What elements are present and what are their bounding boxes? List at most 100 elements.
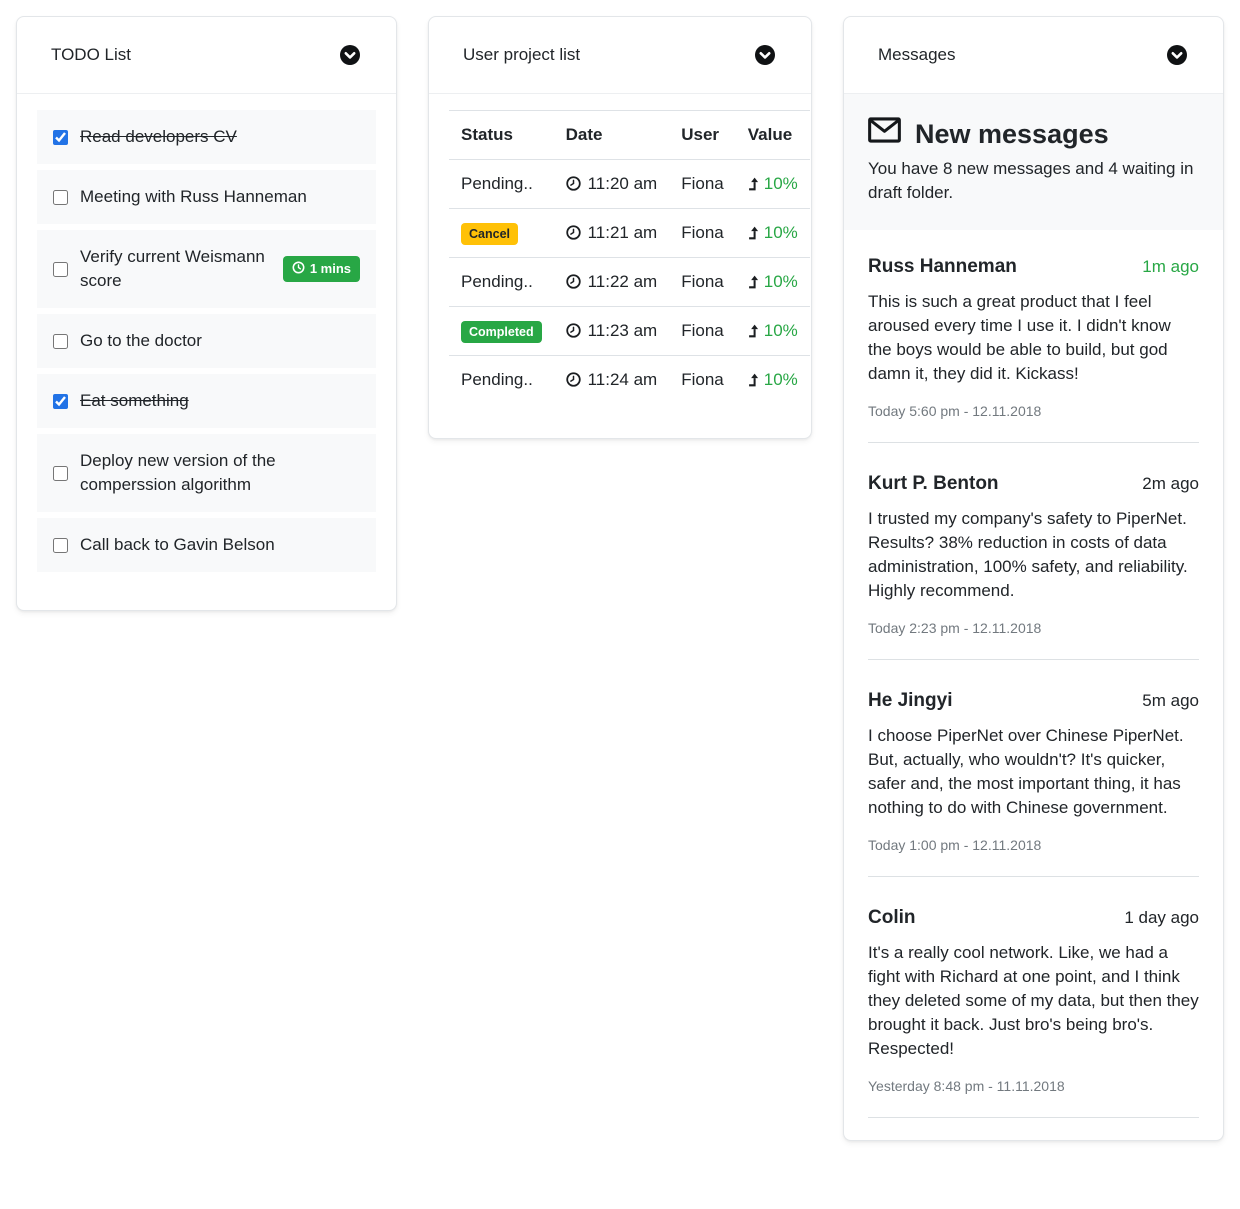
- time-badge-label: 1 mins: [309, 261, 351, 276]
- project-table: Status Date User Value Pending.. 11:20 a…: [449, 110, 810, 404]
- message-item: Colin 1 day ago It's a really cool netwo…: [868, 907, 1199, 1118]
- date-cell: 11:22 am: [553, 257, 670, 307]
- banner-subtext: You have 8 new messages and 4 waiting in…: [868, 159, 1194, 202]
- table-row: Pending.. 11:22 am Fiona 10%: [449, 257, 810, 307]
- level-up-arrow-icon: [748, 223, 764, 242]
- todo-item[interactable]: Eat something: [37, 374, 376, 428]
- message-head: Russ Hanneman 1m ago: [868, 256, 1199, 278]
- column-header-value: Value: [735, 110, 810, 160]
- date-text: 11:21 am: [587, 223, 658, 242]
- value-text: 10%: [763, 370, 798, 389]
- message-timestamp: Today 1:00 pm - 12.11.2018: [868, 837, 1042, 853]
- divider: [868, 1117, 1199, 1118]
- messages-list: Russ Hanneman 1m ago This is such a grea…: [844, 230, 1223, 1118]
- level-up-arrow-icon: [748, 370, 764, 389]
- time-badge: 1 mins: [282, 256, 360, 282]
- message-time-ago: 1m ago: [1142, 257, 1199, 276]
- todo-card: TODO List Read developers CV Meeting wit…: [16, 16, 397, 611]
- todo-item-label: Read developers CV: [80, 127, 237, 146]
- envelope-icon: [868, 117, 901, 150]
- value-cell: 10%: [735, 355, 810, 404]
- level-up-arrow-icon: [748, 174, 764, 193]
- message-item: Russ Hanneman 1m ago This is such a grea…: [868, 256, 1199, 443]
- clock-icon: [565, 223, 588, 242]
- value-text: 10%: [763, 321, 798, 340]
- level-up-arrow-icon: [748, 272, 764, 291]
- user-cell: Fiona: [669, 355, 736, 404]
- todo-checkbox[interactable]: [53, 537, 68, 553]
- table-row: Pending.. 11:24 am Fiona 10%: [449, 355, 810, 404]
- divider: [868, 659, 1199, 660]
- todo-checkbox[interactable]: [53, 393, 68, 409]
- value-text: 10%: [763, 223, 798, 242]
- todo-item[interactable]: Read developers CV: [37, 110, 376, 164]
- todo-item[interactable]: Meeting with Russ Hanneman: [37, 170, 376, 224]
- value-cell: 10%: [735, 257, 810, 307]
- collapse-button[interactable]: [1167, 45, 1187, 65]
- clock-icon: [565, 321, 588, 340]
- message-time-ago: 1 day ago: [1124, 908, 1199, 927]
- chevron-circle-down-icon: [755, 45, 775, 65]
- clock-icon: [565, 370, 588, 389]
- dashboard: TODO List Read developers CV Meeting wit…: [16, 16, 1224, 1141]
- new-messages-banner: New messages You have 8 new messages and…: [844, 94, 1223, 230]
- message-body: It's a really cool network. Like, we had…: [868, 943, 1199, 1058]
- status-cell: Completed: [449, 306, 554, 356]
- collapse-button[interactable]: [755, 45, 775, 65]
- date-text: 11:22 am: [587, 272, 658, 291]
- table-row: Completed 11:23 am Fiona 10%: [449, 306, 810, 356]
- value-text: 10%: [763, 174, 798, 193]
- todo-item[interactable]: Deploy new version of the comperssion al…: [37, 434, 376, 512]
- message-body: This is such a great product that I feel…: [868, 292, 1171, 383]
- message-head: Colin 1 day ago: [868, 907, 1199, 929]
- chevron-circle-down-icon: [1167, 45, 1187, 65]
- date-cell: 11:21 am: [553, 208, 670, 258]
- todo-item[interactable]: Verify current Weismann score 1 mins: [37, 230, 376, 308]
- banner-heading: New messages: [868, 117, 1199, 150]
- messages-card-header: Messages: [844, 17, 1223, 94]
- column-header-date: Date: [553, 110, 670, 160]
- chevron-circle-down-icon: [340, 45, 360, 65]
- message-timestamp: Today 5:60 pm - 12.11.2018: [868, 403, 1042, 419]
- user-cell: Fiona: [669, 159, 736, 209]
- project-card-header: User project list: [429, 17, 811, 94]
- message-head: Kurt P. Benton 2m ago: [868, 473, 1199, 495]
- user-cell: Fiona: [669, 257, 736, 307]
- collapse-button[interactable]: [340, 45, 360, 65]
- column-header-user: User: [669, 110, 736, 160]
- project-table-wrap: Status Date User Value Pending.. 11:20 a…: [429, 94, 811, 438]
- message-item: Kurt P. Benton 2m ago I trusted my compa…: [868, 473, 1199, 660]
- message-sender: Russ Hanneman: [868, 256, 1017, 277]
- user-cell: Fiona: [669, 208, 736, 258]
- date-cell: 11:20 am: [553, 159, 670, 209]
- todo-item-label: Deploy new version of the comperssion al…: [80, 451, 276, 494]
- todo-item-label: Go to the doctor: [80, 331, 202, 350]
- user-project-list-card: User project list Status Date User Value: [428, 16, 812, 439]
- date-text: 11:24 am: [587, 370, 658, 389]
- message-sender: He Jingyi: [868, 690, 953, 711]
- message-item: He Jingyi 5m ago I choose PiperNet over …: [868, 690, 1199, 877]
- messages-card: Messages New messages You have 8 new mes…: [843, 16, 1224, 1141]
- todo-checkbox[interactable]: [53, 333, 68, 349]
- message-timestamp: Today 2:23 pm - 12.11.2018: [868, 620, 1042, 636]
- status-badge: Cancel: [461, 223, 518, 245]
- todo-checkbox[interactable]: [53, 129, 68, 145]
- value-text: 10%: [763, 272, 798, 291]
- todo-checkbox[interactable]: [53, 465, 68, 481]
- status-text: Pending..: [461, 174, 533, 193]
- value-cell: 10%: [735, 208, 810, 258]
- date-text: 11:23 am: [587, 321, 658, 340]
- message-head: He Jingyi 5m ago: [868, 690, 1199, 712]
- status-cell: Pending..: [449, 159, 554, 209]
- status-text: Pending..: [461, 370, 533, 389]
- status-cell: Cancel: [449, 208, 554, 258]
- todo-item[interactable]: Call back to Gavin Belson: [37, 518, 376, 572]
- status-cell: Pending..: [449, 257, 554, 307]
- todo-item[interactable]: Go to the doctor: [37, 314, 376, 368]
- status-text: Pending..: [461, 272, 533, 291]
- divider: [868, 876, 1199, 877]
- todo-checkbox[interactable]: [53, 189, 68, 205]
- status-cell: Pending..: [449, 355, 554, 404]
- todo-item-label: Call back to Gavin Belson: [80, 535, 275, 554]
- todo-checkbox[interactable]: [53, 261, 68, 277]
